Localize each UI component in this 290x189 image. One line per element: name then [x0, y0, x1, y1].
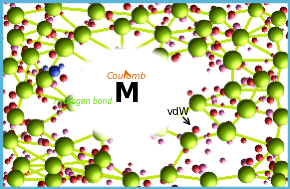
- Text: M: M: [113, 81, 139, 108]
- Text: vdW: vdW: [167, 107, 190, 117]
- Text: Coulomb: Coulomb: [106, 72, 146, 81]
- Text: hydrogen bond: hydrogen bond: [54, 97, 112, 106]
